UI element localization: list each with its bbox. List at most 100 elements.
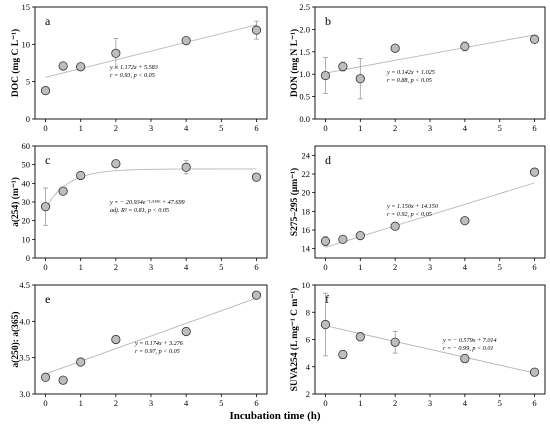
- y-tick-label: 20: [22, 216, 31, 226]
- y-tick-label: 16: [302, 225, 311, 235]
- y-tick-label: 1.0: [299, 69, 310, 79]
- data-point: [111, 159, 121, 169]
- panel-letter: e: [45, 292, 50, 306]
- data-point: [390, 221, 400, 231]
- x-tick-label: 5: [498, 398, 502, 408]
- y-tick-label: 50: [22, 160, 31, 170]
- panel-letter: d: [325, 153, 331, 167]
- x-tick-label: 2: [114, 123, 118, 133]
- data-point: [390, 43, 400, 53]
- fit-annotation: y = 0.142x + 1.025: [386, 69, 435, 76]
- x-tick-label: 0: [323, 123, 327, 133]
- y-tick-label: 0: [26, 114, 30, 124]
- y-tick-label: 0.0: [299, 114, 310, 124]
- data-point: [460, 41, 470, 52]
- data-point: [320, 236, 331, 246]
- y-tick-label: 0: [26, 253, 30, 263]
- fit-annotation: r = 0.97, p < 0.05: [135, 348, 180, 355]
- x-tick-label: 3: [149, 398, 153, 408]
- panel-e: 0 1 2 3 4 5 6 3.0 3.5 4.0 4.5 a(250): a(365) e y = 0.…: [10, 280, 268, 408]
- data-point: [76, 170, 86, 181]
- data-point: [111, 48, 121, 58]
- y-tick-label: 60: [22, 141, 31, 151]
- plot-frame: [314, 284, 546, 395]
- y-tick-label: 6: [306, 335, 310, 345]
- y-tick-label: 20: [302, 188, 311, 198]
- data-point: [529, 34, 540, 44]
- fit-annotation: y = 1.172x + 5.583: [109, 64, 158, 71]
- y-tick-label: 4.0: [19, 316, 30, 326]
- x-tick-label: 1: [79, 398, 83, 408]
- y-tick-label: 22: [302, 169, 311, 179]
- x-tick-label: 1: [79, 123, 83, 133]
- data-point: [251, 290, 262, 300]
- y-tick-label: 4.5: [19, 280, 30, 290]
- y-tick-label: 10: [22, 234, 31, 244]
- fit-annotation: y = − 0.579x + 7.014: [442, 337, 497, 344]
- data-point: [355, 332, 365, 342]
- x-tick-label: 6: [254, 123, 258, 133]
- plot-frame: [314, 6, 546, 120]
- x-tick-label: 2: [393, 398, 397, 408]
- y-tick-label: 40: [22, 178, 31, 188]
- y-axis-label: DON (mg N L⁻¹): [289, 29, 300, 97]
- panel-letter: c: [45, 153, 50, 167]
- y-tick-label: 30: [22, 197, 31, 207]
- panel-a: 0 1 2 3 4 5 6 0 5 10 15 DOC (mg C L⁻¹) a y = 1.172x +…: [10, 2, 268, 133]
- x-tick-label: 4: [184, 262, 189, 272]
- y-tick-label: 0.5: [299, 92, 310, 102]
- data-point: [460, 353, 470, 364]
- panel-letter: f: [325, 292, 329, 306]
- y-tick-label: 2.5: [299, 2, 310, 12]
- x-tick-label: 2: [114, 398, 118, 408]
- data-point: [460, 216, 470, 226]
- x-tick-label: 4: [463, 123, 468, 133]
- x-tick-label: 5: [498, 123, 502, 133]
- x-tick-label: 0: [43, 262, 47, 272]
- y-tick-label: 15: [22, 2, 31, 12]
- x-tick-label: 4: [463, 398, 468, 408]
- data-point: [320, 70, 331, 81]
- x-tick-label: 1: [358, 398, 362, 408]
- y-tick-label: 18: [302, 206, 311, 216]
- x-tick-label: 0: [323, 262, 327, 272]
- data-point: [181, 35, 191, 46]
- x-tick-label: 1: [358, 123, 362, 133]
- data-point: [390, 337, 400, 347]
- fit-annotation: r = − 0.99, p < 0.01: [443, 345, 494, 352]
- x-tick-label: 4: [463, 262, 468, 272]
- x-tick-label: 5: [219, 123, 223, 133]
- y-tick-label: 24: [302, 150, 311, 160]
- x-tick-label: 5: [498, 262, 502, 272]
- x-tick-label: 5: [219, 262, 223, 272]
- y-tick-label: 1.5: [299, 47, 310, 57]
- data-point: [76, 357, 86, 367]
- x-tick-label: 4: [184, 123, 189, 133]
- data-point: [76, 62, 86, 72]
- y-tick-label: 3.0: [19, 389, 30, 399]
- x-tick-label: 0: [43, 123, 47, 133]
- x-tick-label: 2: [393, 262, 397, 272]
- x-tick-label: 0: [43, 398, 47, 408]
- fit-annotation: y = 1.150x + 14.150: [386, 203, 439, 210]
- x-tick-label: 1: [79, 262, 83, 272]
- x-tick-label: 3: [428, 262, 432, 272]
- data-point: [111, 334, 121, 345]
- x-axis-title: Incubation time (h): [229, 410, 321, 422]
- y-tick-label: 2: [306, 389, 310, 399]
- data-point: [181, 326, 191, 337]
- fit-annotation: r = 0.92, p < 0.05: [387, 211, 432, 218]
- data-point: [40, 372, 51, 382]
- data-point: [251, 25, 262, 35]
- fit-line: [325, 34, 535, 74]
- data-point: [355, 74, 365, 84]
- data-point: [338, 61, 348, 72]
- y-tick-label: 10: [22, 39, 31, 49]
- fit-annotation: r = 0.88, p < 0.05: [387, 77, 432, 84]
- x-tick-label: 1: [358, 262, 362, 272]
- data-point: [355, 231, 365, 241]
- data-point: [529, 367, 540, 377]
